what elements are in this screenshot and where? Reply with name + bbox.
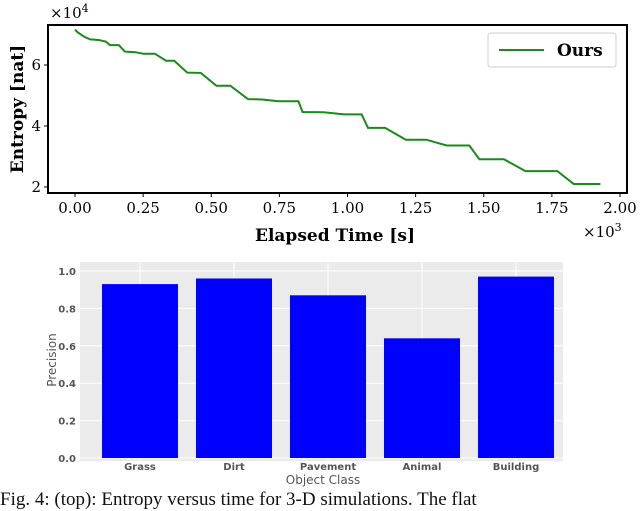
bar-dirt [196, 278, 272, 458]
x-multiplier-exp: 3 [615, 221, 622, 234]
y-tick-label: 0.8 [58, 304, 76, 315]
x-tick-label: 0.50 [195, 199, 228, 217]
x-tick-label: 1.50 [467, 199, 500, 217]
x-tick-label: Building [493, 462, 539, 473]
y-multiplier-base: ×10 [50, 4, 82, 22]
y-multiplier: ×104 [50, 2, 89, 22]
y-multiplier-exp: 4 [82, 2, 89, 15]
x-tick-label: 1.25 [399, 199, 432, 217]
x-tick-label: 1.75 [535, 199, 568, 217]
x-tick-label: 1.00 [331, 199, 364, 217]
y-tick-label: 0.2 [58, 417, 76, 428]
x-tick-label: 0.25 [126, 199, 159, 217]
y-tick-label: 2 [31, 178, 41, 196]
x-tick-label: 0.00 [58, 199, 91, 217]
bar-grass [102, 284, 178, 458]
x-tick-label: Dirt [223, 462, 245, 473]
y-tick-label: 4 [31, 117, 41, 135]
legend-box [487, 32, 617, 68]
series-line-ours [74, 28, 601, 185]
y-tick-label: 0.4 [58, 379, 76, 390]
y-axis-label: Entropy [nat] [8, 45, 28, 173]
y-tick-label: 0.6 [58, 342, 76, 353]
y-tick-label: 1.0 [58, 267, 76, 278]
x-multiplier-base: ×10 [583, 223, 615, 241]
x-tick-label: Pavement [300, 462, 356, 473]
legend-label-ours: Ours [557, 41, 603, 61]
x-axis-label: Elapsed Time [s] [255, 226, 415, 246]
precision-bar-chart: 0.0 0.2 0.4 0.6 0.8 1.0 Grass Dirt Pavement Anima… [45, 262, 563, 487]
x-axis-label: Object Class [286, 473, 360, 487]
y-axis-label: Precision [45, 333, 59, 387]
y-tick-label: 6 [31, 56, 41, 74]
bar-building [478, 276, 554, 458]
x-tick-label: Animal [403, 462, 442, 473]
x-multiplier: ×103 [583, 221, 622, 241]
x-tick-label: 0.75 [263, 199, 296, 217]
x-tick-label: Grass [124, 462, 156, 473]
figure-caption: Fig. 4: (top): Entropy versus time for 3… [0, 489, 477, 510]
entropy-line-chart: 0.00 0.25 0.50 0.75 1.00 1.25 1.50 1.75 2.00 2 4 6 O… [8, 2, 637, 246]
y-tick-label: 0.0 [58, 454, 76, 465]
bar-animal [384, 338, 460, 458]
bar-pavement [290, 295, 366, 458]
legend: Ours [487, 32, 617, 68]
x-tick-label: 2.00 [603, 199, 636, 217]
